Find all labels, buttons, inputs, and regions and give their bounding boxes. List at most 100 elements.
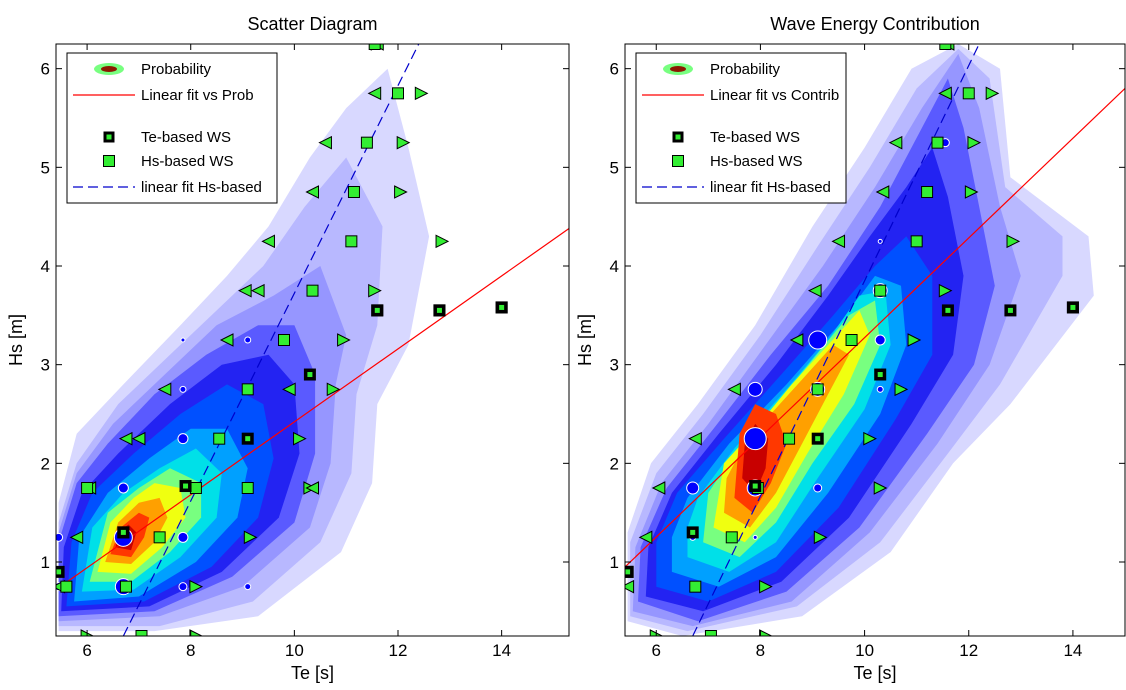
hs-based-ws-point: [189, 482, 202, 494]
te-based-ws-inner: [374, 307, 380, 313]
x-tick-label: 10: [855, 641, 874, 660]
left-triangle-marker: [367, 86, 382, 101]
right-triangle-marker: [326, 382, 341, 397]
right-triangle-marker: [759, 629, 773, 636]
probability-dot: [179, 385, 187, 393]
legend: Probability Linear fit vs Contrib Te-based…: [635, 52, 847, 204]
right-triangle-marker: [759, 579, 773, 594]
right-triangle-marker: [396, 135, 411, 150]
probability-dot: [180, 337, 186, 343]
linear-fit-line: [625, 87, 1125, 568]
left-triangle-marker: [831, 234, 846, 249]
te-based-ws-markers: [625, 301, 1079, 578]
te-based-ws-inner: [1070, 304, 1076, 310]
x-axis-label: Te [s]: [853, 663, 896, 683]
hs-based-ws-point: [725, 531, 738, 544]
hs-based-ws-point: [368, 44, 381, 50]
right-triangle-marker: [938, 283, 953, 298]
y-tick-label: 2: [610, 454, 619, 473]
probability-dot: [752, 534, 758, 540]
hs-based-ws-point: [278, 334, 290, 346]
x-axis-label: Te [s]: [291, 663, 334, 683]
left-triangle-marker: [789, 333, 804, 347]
legend-contour-core: [101, 66, 117, 72]
hs-based-ws-point: [874, 284, 887, 297]
right-triangle-marker: [894, 382, 909, 397]
right-triangle-marker: [964, 185, 979, 199]
chart-title: Wave Energy Contribution: [770, 14, 979, 34]
probability-dot: [178, 582, 188, 592]
probability-dot: [877, 238, 883, 244]
chart-title: Scatter Diagram: [247, 14, 377, 34]
right-triangle-marker: [985, 86, 1000, 101]
hs-based-ws-point: [360, 136, 373, 149]
te-based-ws-inner: [307, 372, 313, 378]
probability-dot: [686, 481, 700, 495]
right-triangle-marker: [243, 530, 258, 545]
right-triangle-marker: [414, 86, 429, 101]
y-tick-label: 6: [610, 60, 619, 79]
te-based-ws-inner: [625, 569, 631, 575]
x-tick-label: 6: [82, 641, 91, 660]
triangle-markers: [56, 44, 450, 636]
right-triangle-marker: [368, 283, 382, 298]
te-based-ws-inner: [499, 304, 505, 310]
y-tick-label: 1: [41, 553, 50, 572]
x-tick-label: 12: [389, 641, 408, 660]
x-tick-label: 8: [756, 641, 765, 660]
probability-dot: [56, 532, 64, 542]
probability-dot: [813, 483, 823, 493]
y-tick-label: 1: [610, 553, 619, 572]
te-based-ws-markers: [56, 301, 508, 578]
right-triangle-marker: [863, 431, 877, 446]
legend-te-square-inner: [675, 134, 681, 140]
left-triangle-marker: [638, 530, 653, 545]
y-tick-label: 6: [41, 60, 50, 79]
x-tick-label: 6: [652, 641, 661, 660]
legend: Probability Linear fit vs Prob Te-based WS…: [66, 52, 278, 204]
hs-based-ws-point: [213, 432, 226, 445]
left-triangle-marker: [69, 530, 84, 545]
left-triangle-marker: [261, 234, 275, 249]
left-triangle-marker: [305, 481, 319, 495]
legend-contour-core: [670, 66, 686, 72]
legend-label: Linear fit vs Contrib: [710, 87, 839, 104]
left-triangle-marker: [807, 283, 822, 298]
legend-hs-square: [103, 155, 115, 167]
hs-based-ws-point: [921, 186, 934, 198]
te-based-ws-inner: [690, 529, 696, 535]
hs-based-ws-point: [306, 284, 319, 297]
probability-dot: [117, 482, 129, 494]
te-based-ws-inner: [815, 436, 821, 442]
x-tick-label: 14: [1063, 641, 1082, 660]
x-tick-label: 12: [959, 641, 978, 660]
legend-label: linear fit Hs-based: [141, 179, 262, 196]
left-triangle-marker: [888, 135, 903, 150]
left-triangle-marker: [250, 283, 265, 298]
x-tick-label: 14: [492, 641, 511, 660]
linear-fit-hs-based-line: [692, 44, 980, 636]
probability-dot: [743, 427, 767, 451]
left-triangle-marker: [938, 86, 952, 101]
y-tick-label: 2: [41, 454, 50, 473]
probability-dot: [876, 385, 884, 393]
hs-based-ws-point: [241, 383, 254, 396]
y-tick-label: 3: [610, 356, 619, 375]
right-triangle-marker: [189, 629, 204, 636]
hs-based-ws-point: [153, 531, 166, 544]
hs-based-ws-point: [811, 383, 824, 396]
y-tick-label: 3: [41, 356, 50, 375]
legend-label: linear fit Hs-based: [710, 179, 831, 196]
linear-fit-hs-based-line: [122, 44, 420, 636]
left-triangle-marker: [305, 185, 319, 199]
plot-area: [56, 44, 569, 636]
te-based-ws-inner: [1007, 307, 1013, 313]
legend-label: Te-based WS: [141, 129, 231, 146]
hs-based-ws-point: [939, 44, 952, 50]
probability-dot: [874, 334, 886, 346]
legend-te-square-inner: [106, 134, 112, 140]
hs-based-ws-point: [704, 630, 717, 636]
left-triangle-marker: [651, 481, 666, 495]
right-triangle-marker: [907, 333, 922, 347]
